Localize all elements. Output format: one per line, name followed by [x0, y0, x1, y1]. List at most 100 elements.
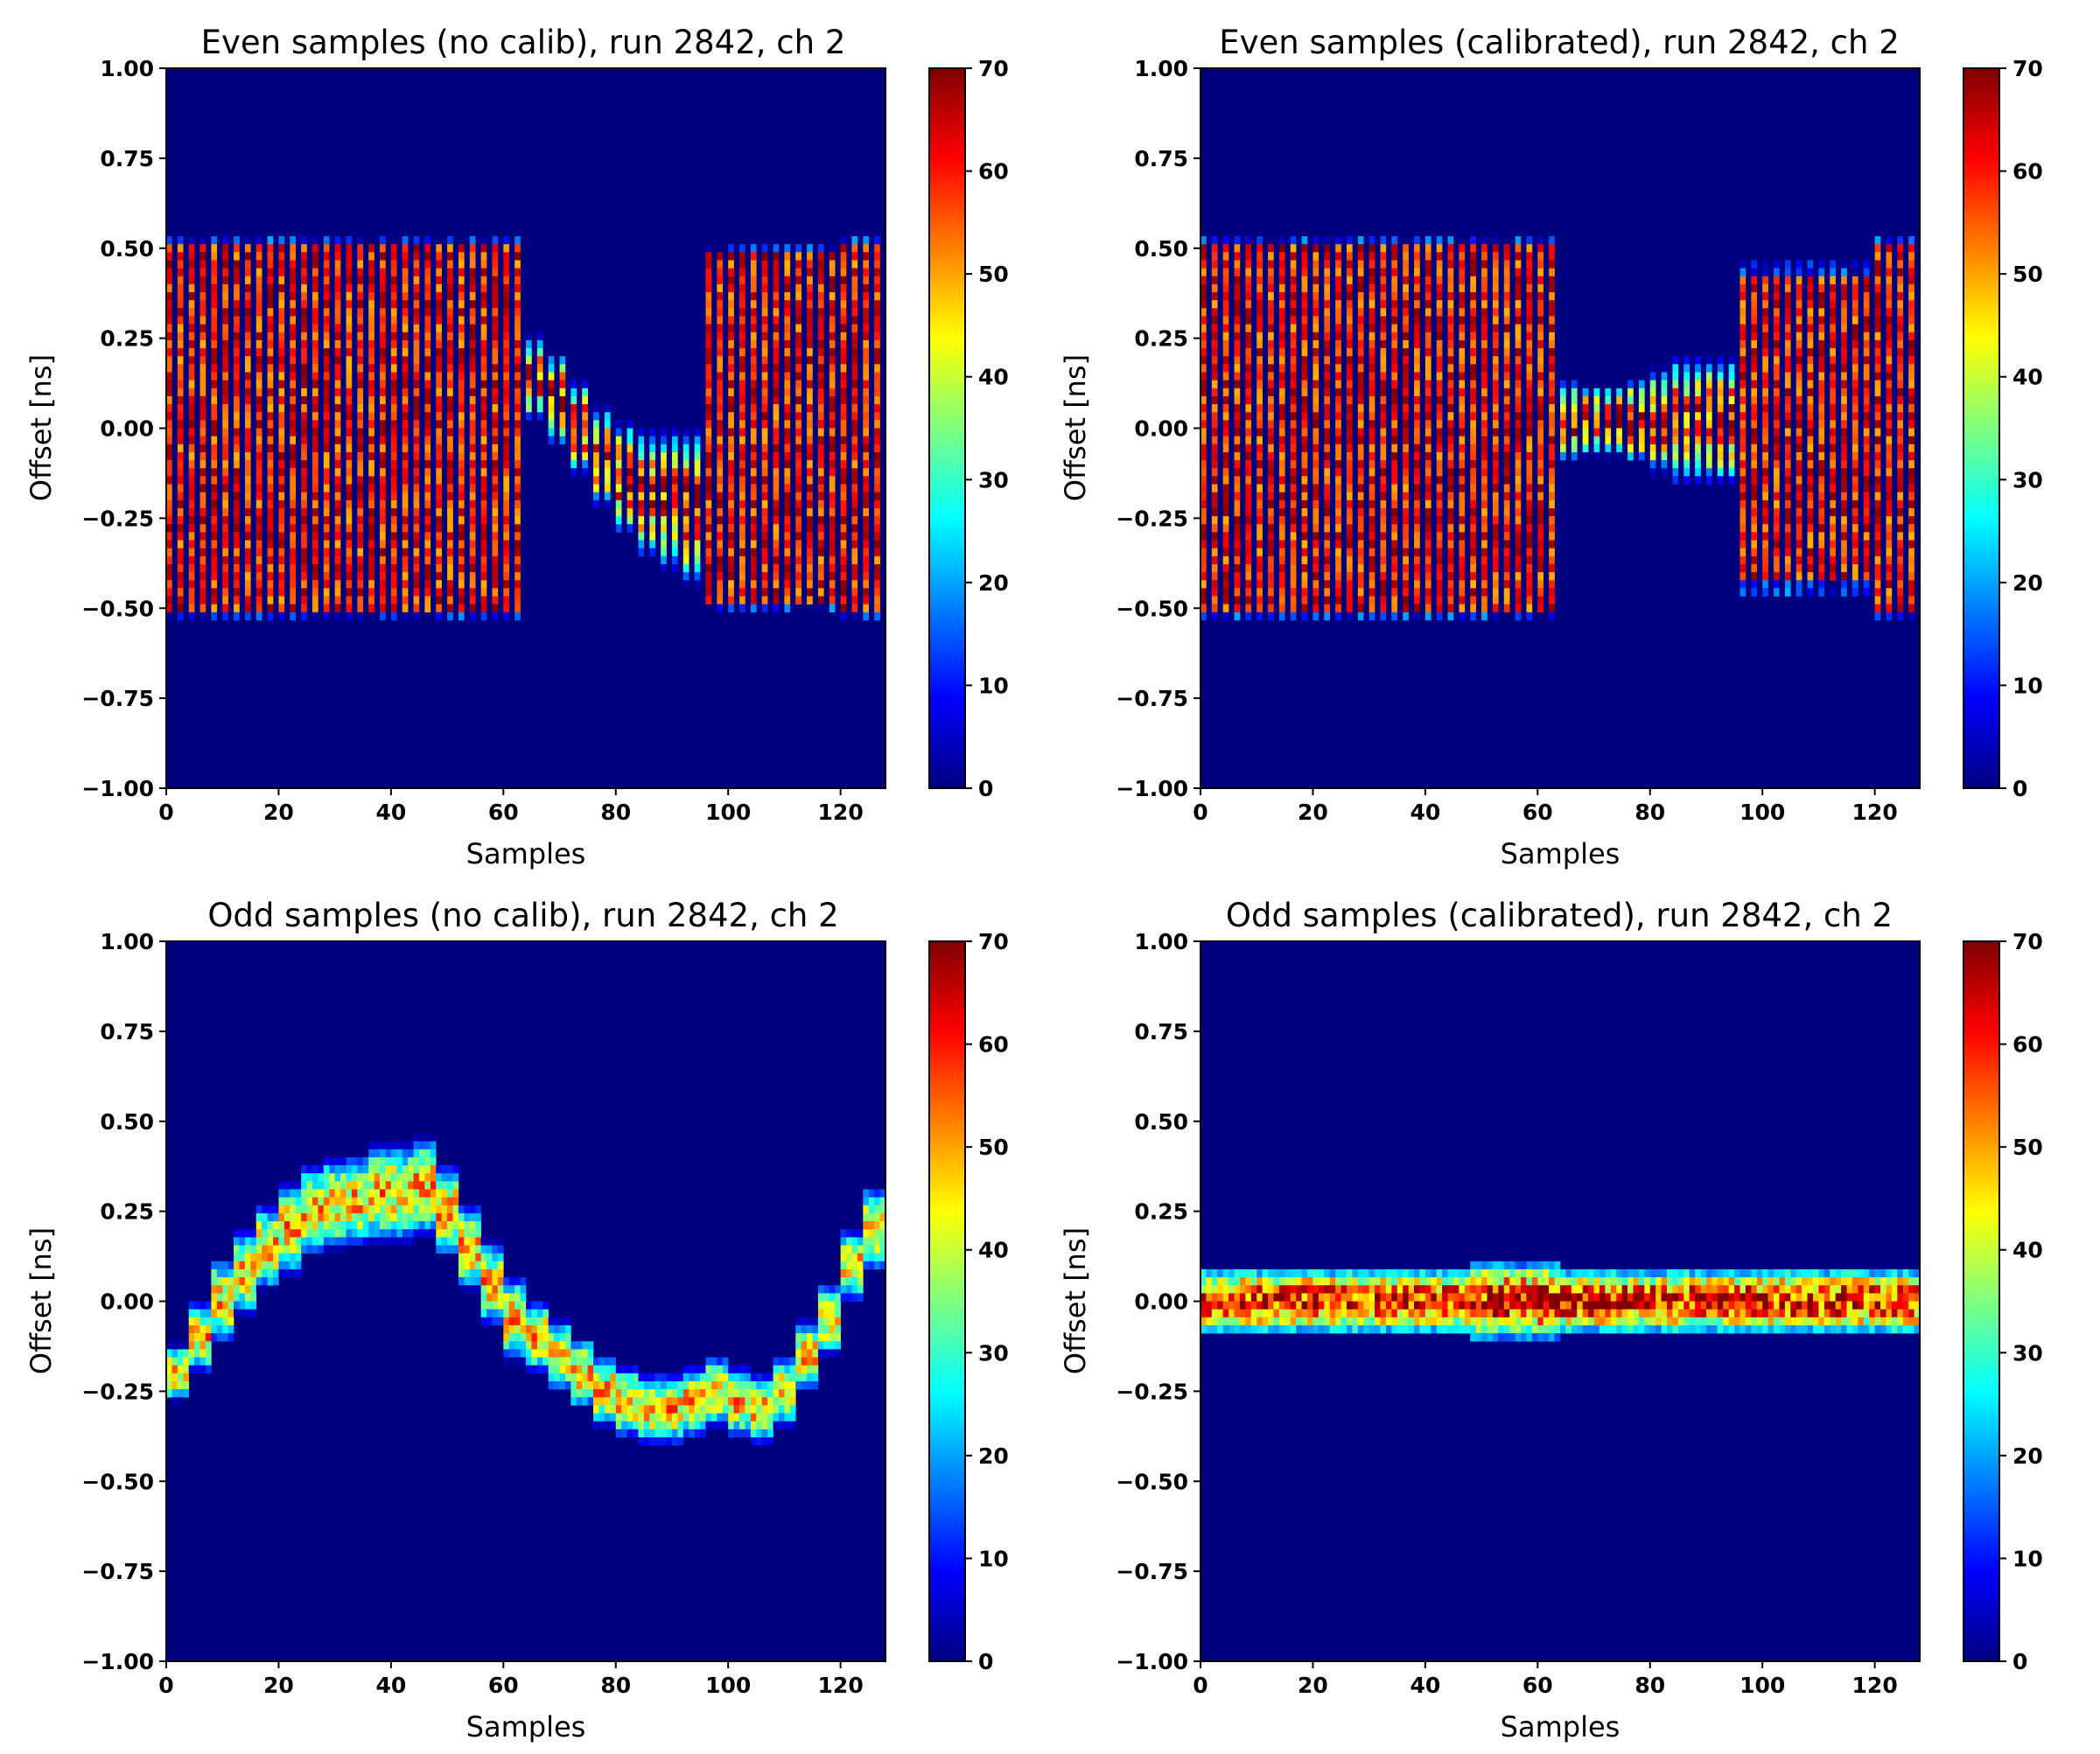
- heatmap-cell: [335, 356, 341, 364]
- heatmap-cell: [1223, 460, 1229, 468]
- heatmap-cell: [1381, 532, 1387, 540]
- heatmap-cell: [470, 260, 476, 268]
- heatmap-cell: [1245, 348, 1251, 356]
- heatmap-cell: [1796, 541, 1802, 549]
- heatmap-cell: [1459, 420, 1465, 428]
- heatmap-cell: [256, 524, 262, 532]
- heatmap-cell: [1481, 508, 1488, 516]
- heatmap-cell: [1785, 500, 1791, 508]
- heatmap-cell: [1256, 325, 1263, 332]
- heatmap-cell: [1852, 429, 1858, 437]
- heatmap-cell: [256, 572, 262, 580]
- heatmap-cell: [324, 300, 330, 308]
- heatmap-cell: [424, 429, 430, 437]
- heatmap-cell: [1526, 572, 1532, 580]
- heatmap-cell: [706, 300, 712, 308]
- heatmap-cell: [1504, 524, 1510, 532]
- heatmap-cell: [470, 356, 476, 364]
- heatmap-cell: [1796, 444, 1802, 452]
- heatmap-cell: [774, 308, 780, 316]
- heatmap-cell: [1774, 372, 1780, 380]
- heatmap-cell: [1852, 316, 1858, 324]
- heatmap-cell: [863, 612, 869, 620]
- heatmap-cell: [830, 429, 836, 437]
- heatmap-cell: [256, 588, 262, 596]
- heatmap-cell: [739, 549, 746, 556]
- heatmap-cell: [324, 580, 330, 588]
- heatmap-cell: [1740, 524, 1746, 532]
- heatmap-cell: [312, 564, 318, 572]
- heatmap-cell: [1312, 549, 1319, 556]
- heatmap-cell: [492, 532, 498, 540]
- heatmap-cell: [1256, 468, 1263, 476]
- heatmap-cell: [1381, 524, 1387, 532]
- heatmap-cell: [1312, 437, 1319, 444]
- heatmap-cell: [1414, 244, 1420, 252]
- heatmap-cell: [414, 549, 420, 556]
- heatmap-cell: [380, 356, 386, 364]
- heatmap-cell: [1774, 460, 1780, 468]
- heatmap-cell: [717, 308, 723, 316]
- heatmap-cell: [1223, 348, 1229, 356]
- heatmap-cell: [739, 508, 746, 516]
- heatmap-cell: [851, 316, 858, 324]
- heatmap-cell: [324, 572, 330, 580]
- heatmap-cell: [638, 500, 644, 508]
- heatmap-cell: [402, 332, 409, 340]
- heatmap-cell: [1335, 524, 1341, 532]
- heatmap-cell: [436, 269, 442, 276]
- heatmap-cell: [1381, 444, 1387, 452]
- heatmap-cell: [1785, 541, 1791, 549]
- heatmap-cell: [1245, 269, 1251, 276]
- heatmap-cell: [346, 597, 353, 604]
- heatmap-cell: [717, 332, 723, 340]
- heatmap-cell: [346, 252, 353, 260]
- heatmap-cell: [1549, 404, 1555, 412]
- heatmap-cell: [795, 260, 802, 268]
- heatmap-cell: [1302, 292, 1308, 300]
- heatmap-cell: [1672, 420, 1678, 428]
- heatmap-cell: [818, 532, 824, 540]
- heatmap-cell: [728, 580, 734, 588]
- heatmap-cell: [627, 500, 634, 508]
- heatmap-cell: [470, 604, 476, 612]
- heatmap-cell: [1684, 388, 1690, 396]
- heatmap-cell: [189, 244, 195, 252]
- heatmap-cell: [649, 549, 655, 556]
- heatmap-cell: [447, 372, 453, 380]
- heatmap-cell: [234, 404, 240, 412]
- heatmap-cell: [1291, 612, 1297, 620]
- heatmap-cell: [739, 444, 746, 452]
- heatmap-cell: [222, 572, 228, 580]
- heatmap-cell: [1268, 300, 1274, 308]
- heatmap-cell: [1256, 588, 1263, 596]
- heatmap-cell: [1808, 372, 1814, 380]
- heatmap-cell: [706, 429, 712, 437]
- heatmap-cell: [1729, 396, 1735, 404]
- heatmap-cell: [245, 276, 251, 284]
- heatmap-cell: [851, 276, 858, 284]
- heatmap-cell: [841, 412, 847, 420]
- heatmap-cell: [1493, 269, 1499, 276]
- heatmap-cell: [290, 500, 296, 508]
- heatmap-cell: [301, 308, 307, 316]
- heatmap-cell: [1785, 516, 1791, 524]
- heatmap-cell: [841, 236, 847, 244]
- heatmap-cell: [1886, 541, 1892, 549]
- heatmap-cell: [1729, 444, 1735, 452]
- heatmap-cell: [1886, 236, 1892, 244]
- heatmap-cell: [762, 437, 768, 444]
- heatmap-cell: [1695, 356, 1701, 364]
- heatmap-cell: [627, 452, 634, 460]
- heatmap-cell: [863, 292, 869, 300]
- heatmap-cell: [1751, 468, 1757, 476]
- x-tick-label: 80: [1634, 800, 1665, 825]
- heatmap-cell: [234, 332, 240, 340]
- heatmap-cell: [1312, 412, 1319, 420]
- heatmap-cell: [368, 604, 374, 612]
- heatmap-cell: [1841, 260, 1847, 268]
- heatmap-cell: [1235, 604, 1241, 612]
- heatmap-cell: [301, 356, 307, 364]
- heatmap-cell: [582, 468, 588, 476]
- heatmap-cell: [256, 316, 262, 324]
